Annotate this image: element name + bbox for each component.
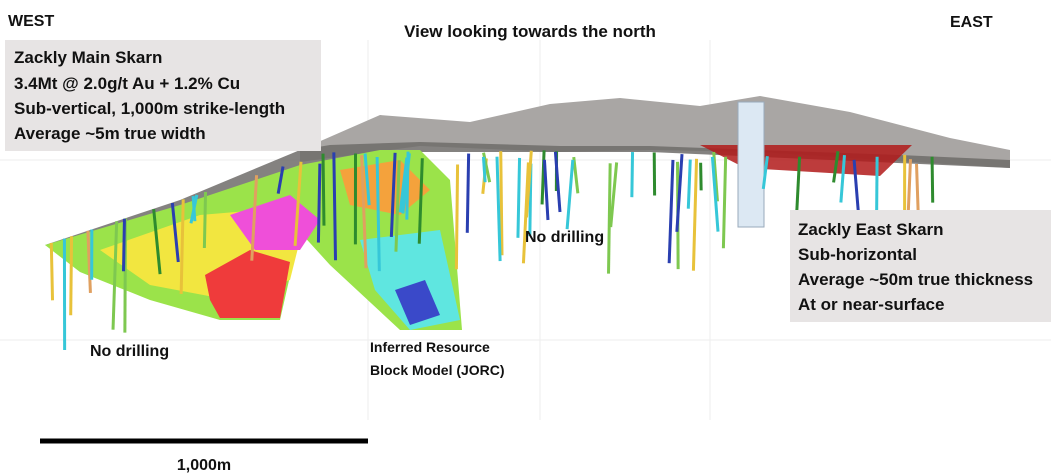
drill-hole xyxy=(191,196,197,222)
main-skarn-line: Sub-vertical, 1,000m strike-length xyxy=(14,99,285,118)
drill-hole xyxy=(363,153,371,206)
drill-hole xyxy=(321,153,326,226)
drill-hole xyxy=(675,154,684,232)
drill-hole xyxy=(394,160,401,252)
section-plane xyxy=(737,101,765,228)
resource-label: Inferred Resource xyxy=(370,339,490,355)
drill-hole xyxy=(572,156,580,194)
drill-hole xyxy=(553,151,562,213)
drill-hole xyxy=(630,152,635,198)
east-skarn-line: Average ~50m true thickness xyxy=(798,270,1033,289)
drill-hole xyxy=(250,175,259,261)
east-label: EAST xyxy=(950,14,993,31)
no-drilling-label: No drilling xyxy=(90,343,169,360)
drill-hole xyxy=(481,156,487,183)
drill-hole xyxy=(699,162,703,191)
drill-hole xyxy=(691,158,699,271)
drill-hole xyxy=(316,163,322,243)
terrain-front xyxy=(45,142,1010,245)
east-skarn-line: Sub-horizontal xyxy=(798,245,917,264)
drill-hole xyxy=(375,156,381,272)
block-model-blue xyxy=(395,280,440,325)
drill-hole xyxy=(667,159,675,264)
scale-label: 1,000m xyxy=(177,457,231,474)
drill-hole xyxy=(516,157,522,238)
drill-hole xyxy=(542,159,550,221)
drill-hole xyxy=(152,208,162,275)
drill-hole xyxy=(495,156,502,262)
drill-hole xyxy=(609,162,619,228)
drill-hole xyxy=(540,150,546,205)
drill-hole xyxy=(293,161,303,246)
drill-hole xyxy=(202,191,208,249)
drill-hole xyxy=(86,230,92,294)
drill-hole xyxy=(417,158,424,244)
drill-hole xyxy=(499,151,504,256)
main-skarn-line: Average ~5m true width xyxy=(14,124,206,143)
drill-hole xyxy=(686,159,692,209)
main-skarn-line: 3.4Mt @ 2.0g/t Au + 1.2% Cu xyxy=(14,74,240,93)
drill-hole xyxy=(839,155,846,203)
view-title: View looking towards the north xyxy=(404,22,656,41)
drill-hole xyxy=(69,236,74,316)
block-model-red xyxy=(205,250,290,318)
main-skarn-line: Zackly Main Skarn xyxy=(14,48,162,67)
drill-hole xyxy=(565,159,575,230)
drill-hole xyxy=(389,152,397,238)
drill-holes xyxy=(49,150,935,350)
drill-hole xyxy=(332,152,338,261)
drill-hole xyxy=(712,151,719,202)
west-label: WEST xyxy=(8,13,54,30)
drill-hole xyxy=(360,155,368,269)
east-skarn-box xyxy=(790,210,1051,322)
drill-hole xyxy=(906,159,912,215)
drill-hole xyxy=(49,242,55,301)
drill-hole xyxy=(710,156,720,232)
east-skarn-line: Zackly East Skarn xyxy=(798,220,944,239)
drill-hole xyxy=(454,164,460,270)
drill-hole xyxy=(122,218,126,272)
drill-hole xyxy=(525,150,533,218)
drill-hole xyxy=(761,155,769,190)
main-skarn-box xyxy=(5,40,321,151)
drill-hole xyxy=(398,157,409,213)
drill-hole xyxy=(179,199,185,294)
drill-hole xyxy=(276,166,285,194)
drill-hole xyxy=(930,156,935,203)
drill-hole xyxy=(111,221,119,330)
drill-hole xyxy=(465,153,471,233)
resource-label: Block Model (JORC) xyxy=(370,362,505,378)
east-skarn-body xyxy=(700,145,912,176)
drill-hole xyxy=(401,153,411,214)
drill-hole xyxy=(170,202,180,263)
east-skarn-line: At or near-surface xyxy=(798,295,944,314)
drill-hole xyxy=(607,163,612,274)
drill-hole xyxy=(721,156,728,249)
no-drilling-label: No drilling xyxy=(525,229,604,246)
drill-hole xyxy=(832,151,840,183)
